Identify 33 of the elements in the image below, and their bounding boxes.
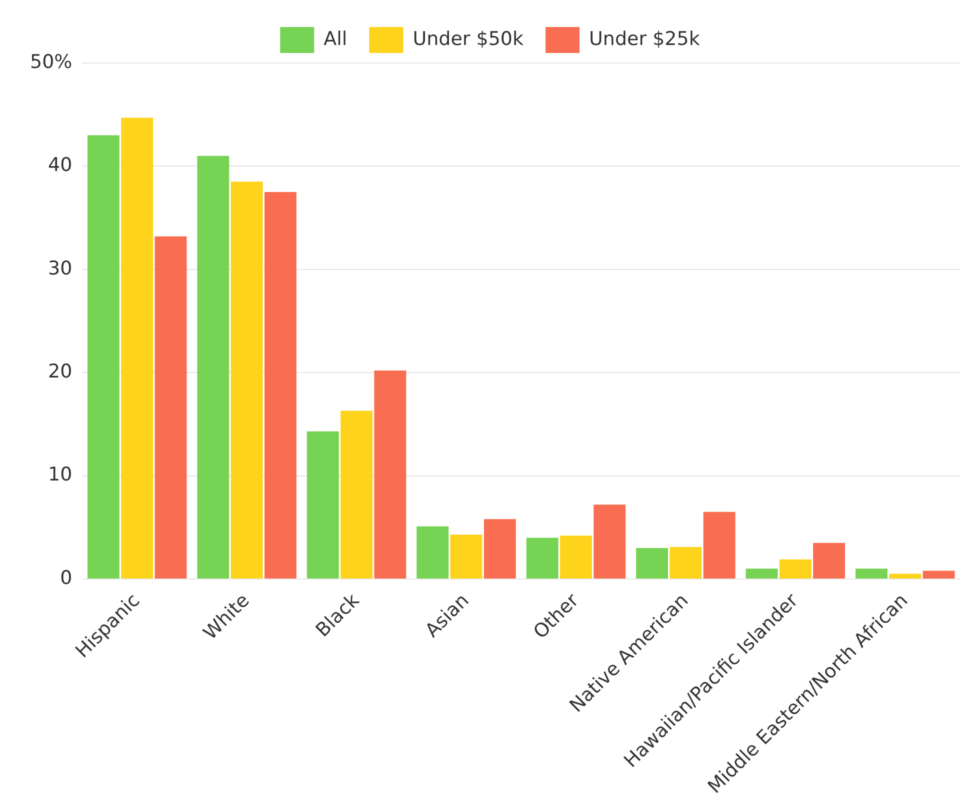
bar (87, 135, 120, 578)
bar (636, 548, 668, 578)
bar (594, 504, 626, 578)
bar (306, 431, 339, 578)
bar (416, 526, 449, 578)
bar (340, 410, 373, 578)
bar (197, 156, 230, 578)
legend-label: All (324, 28, 348, 50)
bar (374, 370, 406, 578)
y-tick-label: 50% (30, 50, 72, 73)
bar (746, 568, 778, 578)
bar (560, 536, 592, 578)
y-tick-label: 40 (48, 154, 72, 176)
bar (703, 512, 736, 578)
y-tick-label: 30 (48, 257, 72, 280)
bar (526, 538, 558, 578)
bar (670, 546, 702, 578)
bar (922, 570, 955, 578)
bar (450, 534, 482, 578)
bar (813, 542, 846, 578)
bar (121, 118, 154, 578)
bar (779, 559, 812, 578)
bar (856, 568, 888, 578)
y-tick-label: 0 (60, 566, 72, 589)
bar (484, 519, 516, 578)
legend-label: Under $25k (589, 28, 700, 50)
y-tick-label: 20 (48, 360, 72, 383)
bar (889, 574, 922, 578)
bar (230, 182, 263, 578)
bar (154, 236, 187, 578)
bar (264, 192, 296, 578)
legend-label: Under $50k (412, 28, 524, 50)
y-tick-label: 10 (48, 464, 72, 486)
